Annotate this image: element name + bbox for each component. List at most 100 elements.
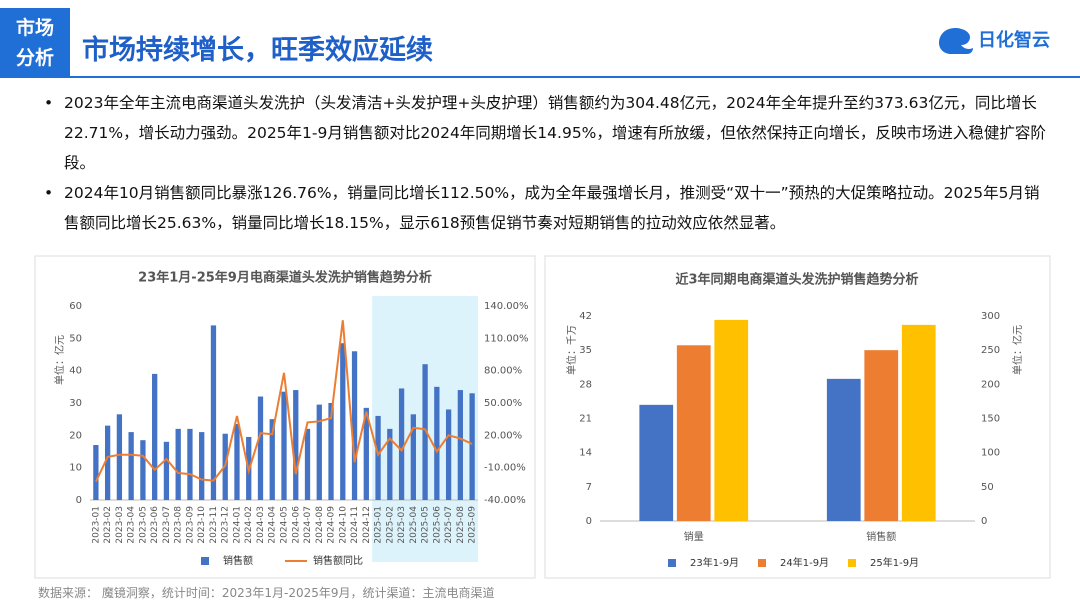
x-tick-label: 2025-01 [374,506,384,544]
x-tick-label: 2024-10 [338,506,348,544]
legend-label: 25年1-9月 [870,556,919,569]
x-tick-label: 2024-06 [291,506,301,544]
bar [175,428,181,500]
y2-tick-label: 150 [981,414,1000,425]
x-tick-label: 2025-08 [456,506,466,544]
y2-tick-label: 100 [981,448,1000,459]
x-tick-label: 2023-12 [221,506,231,544]
y-tick-label: 50 [69,333,82,344]
y-tick-label: 28 [579,379,592,390]
panel [544,255,1051,579]
y-tick-label: 40 [69,366,82,377]
legend-swatch [758,559,766,567]
legend-swatch [668,559,676,567]
y2-tick-label: 80.00% [484,366,522,377]
bar [469,393,475,500]
bar [375,415,381,500]
bar [152,373,158,500]
y2-tick-label: 140.00% [484,301,529,312]
bar [434,386,440,500]
y-tick-label: 60 [69,301,82,312]
bar [187,428,193,500]
y2-tick-label: 200 [981,379,1000,390]
y-tick-label: 7 [586,482,592,493]
rule [70,76,1080,78]
x-tick-label: 2023-03 [115,506,125,544]
bar [104,425,111,500]
badge-line: 分析 [15,47,54,69]
x-tick-label: 2023-11 [209,506,219,544]
bar [128,432,134,500]
bar [304,428,311,500]
x-tick-label: 2025-02 [385,506,395,544]
page-title: 市场持续增长，旺季效应延续 [82,35,433,66]
bar [387,428,393,500]
x-tick-label: 销售额 [866,530,896,543]
bullets: 2023年全年主流电商渠道头发洗护（头发清洁+头发护理+头皮护理）销售额约为30… [40,88,1050,238]
badge-line: 市场 [15,17,54,39]
bar [93,445,99,500]
y2-tick-label: 20.00% [484,430,522,441]
x-tick-label: 2024-08 [315,506,325,544]
legend-label: 销售额同比 [313,554,363,567]
bar [257,396,264,500]
x-tick-label: 2023-10 [197,506,207,544]
bullet: 2023年全年主流电商渠道头发洗护（头发清洁+头发护理+头皮护理）销售额约为30… [40,88,1050,178]
bar [826,378,861,521]
x-tick-label: 2025-04 [409,506,419,544]
bar [316,404,322,500]
y2-tick-label: 110.00% [484,333,529,344]
legend-label: 23年1-9月 [690,556,739,569]
x-tick-label: 2024-11 [350,506,360,544]
x-tick-label: 2023-06 [150,506,160,544]
bar [281,391,287,500]
bullet: 2024年10月销售额同比暴涨126.76%，销量同比增长112.50%，成为全… [40,178,1050,238]
y-tick-label: 21 [579,414,592,425]
bar [163,441,170,500]
bar [901,324,936,521]
x-tick-label: 2024-05 [280,506,290,544]
x-tick-label: 2025-09 [468,506,478,544]
x-tick-label: 2024-01 [232,506,242,544]
x-tick-label: 2024-04 [268,506,278,544]
bar [363,407,369,500]
y-tick-label: 30 [69,398,82,409]
y2-tick-label: 0 [981,516,987,527]
y2-tick-label: 300 [981,311,1000,322]
line [94,320,473,483]
x-tick-label: 2024-12 [362,506,372,544]
bar [422,364,428,500]
y2-tick-label: 250 [981,345,1000,356]
y-tick-label: 10 [69,463,82,474]
legend-swatch [848,559,856,567]
y-tick-label: 42 [579,311,592,322]
bar [864,350,899,521]
y-tick-label: 0 [586,516,592,527]
x-tick-label: 2025-07 [444,506,454,544]
x-tick-label: 2023-08 [174,506,184,544]
y-tick-label: 0 [76,495,82,506]
x-tick-label: 2025-03 [397,506,407,544]
y-axis-title: 单位：千万 [565,325,578,375]
bar [328,403,334,500]
x-tick-label: 2024-02 [244,506,254,544]
bar [340,343,346,500]
legend-swatch [201,557,209,565]
chart-title: 近3年同期电商渠道头发洗护销售趋势分析 [675,272,918,288]
y2-axis-title: 单位：亿元 [1011,325,1024,375]
bar [210,325,217,500]
logo-text: 日化智云 [978,30,1050,51]
x-tick-label: 2023-05 [138,506,148,544]
bar [116,414,123,500]
x-tick-label: 2025-06 [432,506,442,544]
y-tick-label: 20 [69,430,82,441]
bar [234,424,240,500]
bar [398,388,405,500]
logo: 日化智云 [939,26,1050,56]
bar [714,319,749,521]
bar [140,440,146,500]
bar [269,419,275,500]
x-tick-label: 2023-09 [185,506,195,544]
